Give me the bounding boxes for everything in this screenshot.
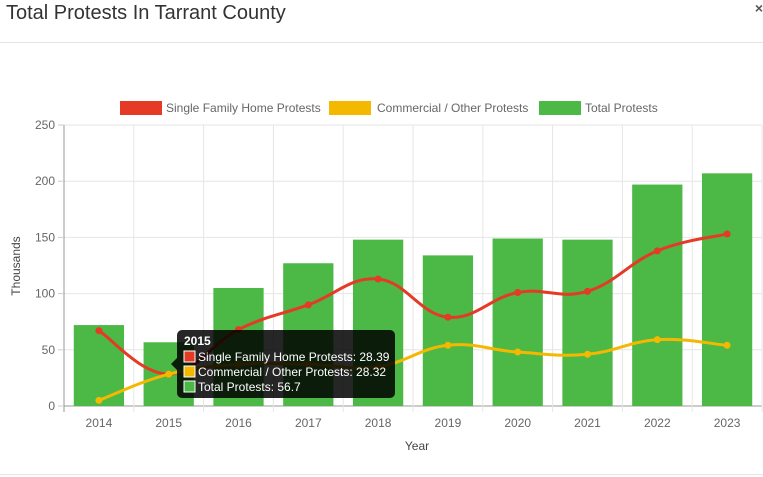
bar-2022 (632, 184, 683, 406)
legend-swatch (539, 101, 581, 115)
line-point-2017 (304, 301, 312, 309)
legend-swatch (329, 101, 371, 115)
bar-2023 (701, 173, 753, 406)
tooltip-line: Total Protests: 56.7 (198, 380, 301, 394)
line-point-2014 (95, 396, 103, 404)
x-tick-label: 2015 (155, 416, 182, 430)
bar-2019 (422, 255, 474, 406)
y-tick-label: 100 (35, 287, 55, 301)
line-point-2021 (584, 287, 591, 295)
header-divider (0, 42, 763, 43)
tooltip-swatch (183, 365, 196, 378)
x-tick-label: 2016 (225, 416, 252, 430)
tooltip-swatch (183, 380, 196, 393)
axes: 0 50 100 150 200 250 2014 2015 2016 2017 2018 2019 2… (35, 118, 741, 430)
footer-divider (0, 474, 763, 475)
tooltip-line: Single Family Home Protests: 28.39 (198, 350, 390, 364)
y-tick-label: 50 (42, 343, 56, 357)
y-tick-label: 250 (35, 118, 55, 132)
x-tick-label: 2023 (714, 416, 741, 430)
x-tick-label: 2021 (574, 416, 601, 430)
line-point-2014 (95, 327, 103, 335)
y-tick-label: 0 (48, 399, 55, 413)
tooltip-title: 2015 (184, 334, 211, 348)
legend-label: Total Protests (585, 101, 658, 115)
tooltip: 2015 Single Family Home Protests: 28.39Co… (171, 330, 395, 398)
tooltip-line: Commercial / Other Protests: 28.32 (198, 365, 386, 379)
line-point-2019 (444, 341, 452, 349)
tooltip-caret (171, 358, 177, 370)
legend-label: Single Family Home Protests (166, 101, 321, 115)
x-tick-label: 2014 (86, 416, 113, 430)
x-tick-label: 2020 (504, 416, 531, 430)
x-tick-label: 2019 (435, 416, 462, 430)
tooltip-swatch (183, 350, 196, 363)
line-point-2021 (584, 350, 591, 358)
bar-2021 (562, 239, 613, 406)
line-point-2020 (514, 288, 522, 296)
line-point-2022 (653, 247, 661, 255)
line-point-2019 (444, 313, 452, 321)
line-point-2018 (374, 275, 382, 283)
page-title: Total Protests In Tarrant County (6, 2, 286, 24)
y-tick-label: 150 (35, 230, 55, 244)
x-tick-label: 2022 (644, 416, 671, 430)
x-tick-label: 2018 (365, 416, 392, 430)
close-icon[interactable]: × (754, 0, 763, 16)
line-point-2015 (165, 370, 173, 378)
legend-swatch (120, 101, 162, 115)
y-tick-label: 200 (35, 174, 55, 188)
legend-label: Commercial / Other Protests (377, 101, 528, 115)
line-point-2023 (723, 341, 731, 349)
line-point-2020 (514, 348, 522, 356)
line-point-2022 (653, 336, 661, 344)
line-point-2023 (723, 230, 731, 238)
y-axis-title: Thousands (9, 236, 23, 295)
bar-2020 (492, 238, 543, 406)
tooltip-box (177, 330, 395, 398)
x-axis-title: Year (405, 439, 429, 453)
x-tick-label: 2017 (295, 416, 322, 430)
legend: Single Family Home Protests Commercial / … (120, 101, 658, 115)
